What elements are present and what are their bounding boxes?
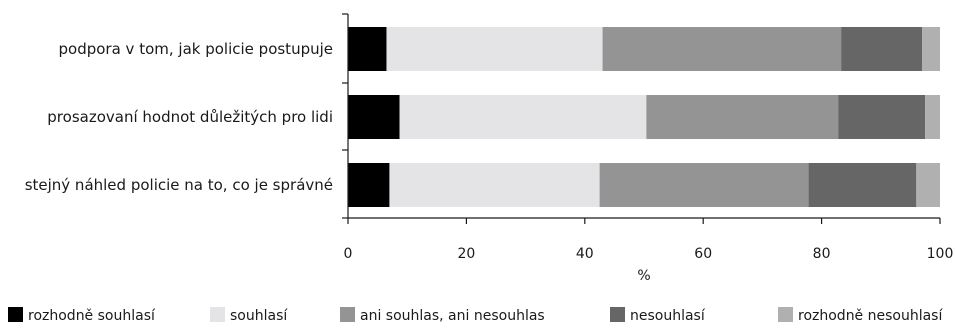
legend-label: rozhodně nesouhlasí <box>798 308 943 324</box>
bar-segment <box>386 27 603 71</box>
bar-segment <box>348 27 387 71</box>
x-tick-label: 0 <box>344 246 353 262</box>
x-axis-title: % <box>637 268 650 284</box>
x-tick-label: 100 <box>927 246 954 262</box>
bar-segment <box>599 163 809 207</box>
x-tick-label: 40 <box>576 246 594 262</box>
bar-segment <box>348 163 390 207</box>
bar-segment <box>841 27 923 71</box>
x-tick-label: 60 <box>694 246 712 262</box>
bar-segment <box>399 95 647 139</box>
legend-swatch <box>610 307 625 322</box>
category-label: stejný náhled policie na to, co je správ… <box>25 176 333 194</box>
bar-segment <box>348 95 400 139</box>
bars-layer <box>348 27 940 207</box>
legend-swatch <box>8 307 23 322</box>
bar-segment <box>602 27 842 71</box>
bar-segment <box>646 95 839 139</box>
bar-segment <box>916 163 940 207</box>
x-tick-label: 20 <box>457 246 475 262</box>
legend-swatch <box>210 307 225 322</box>
legend-label: rozhodně souhlasí <box>28 308 156 324</box>
x-tick-label: 80 <box>813 246 831 262</box>
axes-layer: % 0 20 40 60 80 100 <box>342 13 954 284</box>
bar-segment <box>808 163 917 207</box>
legend-label: nesouhlasí <box>630 308 706 324</box>
legend-label: souhlasí <box>230 308 288 324</box>
category-label: podpora v tom, jak policie postupuje <box>59 40 333 58</box>
category-label: prosazovaní hodnot důležitých pro lidi <box>47 108 333 126</box>
labels-layer: podpora v tom, jak policie postupuje pros… <box>25 40 333 194</box>
bar-segment <box>922 27 940 71</box>
legend: rozhodně souhlasí souhlasí ani souhlas, an… <box>8 307 943 324</box>
bar-segment <box>389 163 600 207</box>
legend-swatch <box>340 307 355 322</box>
legend-label: ani souhlas, ani nesouhlas <box>360 308 545 324</box>
bar-segment <box>925 95 940 139</box>
bar-segment <box>838 95 926 139</box>
legend-swatch <box>778 307 793 322</box>
